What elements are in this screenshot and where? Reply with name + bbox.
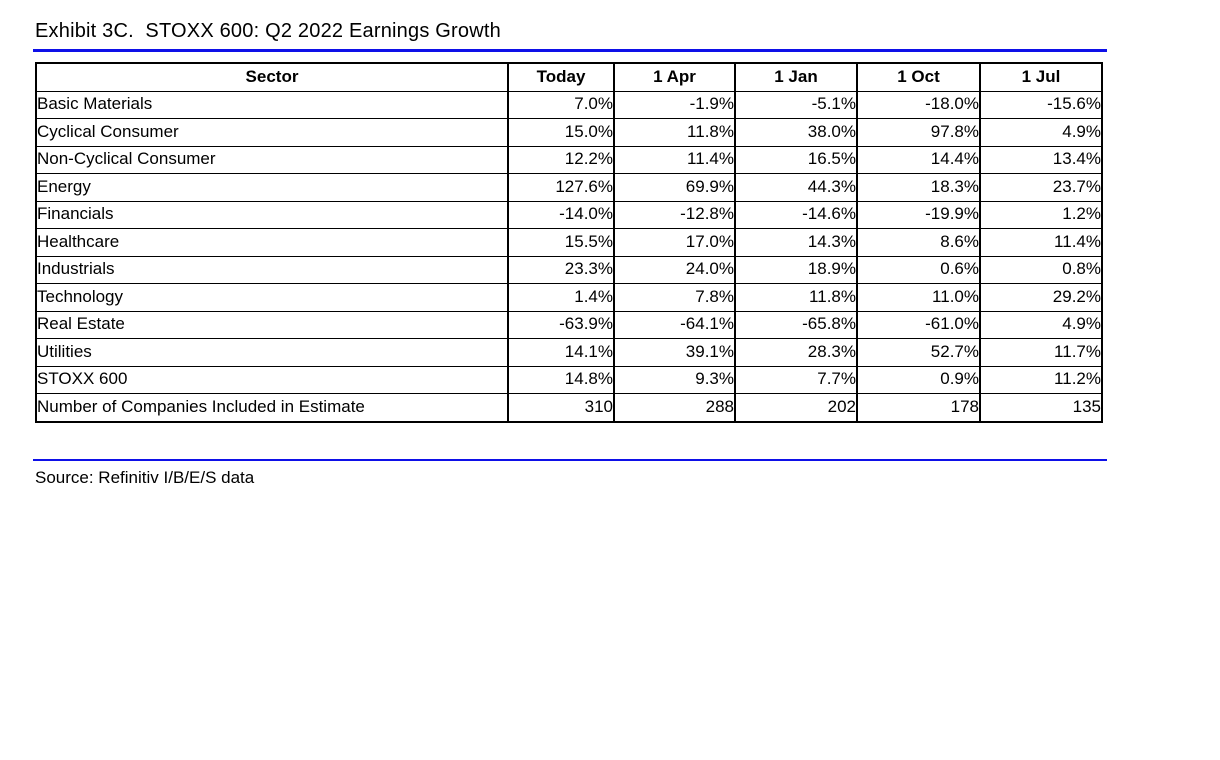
- value-cell: -63.9%: [507, 310, 615, 339]
- table-row: Industrials 23.3% 24.0% 18.9% 0.6% 0.8%: [35, 255, 1103, 284]
- value-cell: -64.1%: [613, 310, 736, 339]
- table-row: Basic Materials 7.0% -1.9% -5.1% -18.0% …: [35, 90, 1103, 119]
- value-cell: 1.2%: [979, 200, 1103, 229]
- value-cell: -61.0%: [856, 310, 981, 339]
- header-row: Sector Today 1 Apr 1 Jan 1 Oct 1 Jul: [35, 62, 1103, 92]
- sector-cell: Non-Cyclical Consumer: [35, 145, 509, 174]
- value-cell: 69.9%: [613, 173, 736, 202]
- value-cell: 11.2%: [979, 365, 1103, 394]
- value-cell: 16.5%: [734, 145, 858, 174]
- value-cell: 23.3%: [507, 255, 615, 284]
- value-cell: 127.6%: [507, 173, 615, 202]
- value-cell: 38.0%: [734, 118, 858, 147]
- column-header-1jul: 1 Jul: [979, 62, 1103, 92]
- value-cell: 0.8%: [979, 255, 1103, 284]
- source-note: Source: Refinitiv I/B/E/S data: [35, 468, 255, 487]
- value-cell: 14.8%: [507, 365, 615, 394]
- title-rule: [33, 49, 1107, 52]
- value-cell: -12.8%: [613, 200, 736, 229]
- value-cell: 52.7%: [856, 338, 981, 367]
- sector-cell: Number of Companies Included in Estimate: [35, 393, 509, 422]
- value-cell: -14.0%: [507, 200, 615, 229]
- value-cell: 13.4%: [979, 145, 1103, 174]
- value-cell: 14.1%: [507, 338, 615, 367]
- value-cell: 18.9%: [734, 255, 858, 284]
- sector-cell: Financials: [35, 200, 509, 229]
- column-header-1apr: 1 Apr: [613, 62, 736, 92]
- value-cell: 44.3%: [734, 173, 858, 202]
- value-cell: 11.7%: [979, 338, 1103, 367]
- table-bottom-rule: [33, 459, 1107, 461]
- value-cell: 0.6%: [856, 255, 981, 284]
- value-cell: -14.6%: [734, 200, 858, 229]
- value-cell: 11.0%: [856, 283, 981, 312]
- value-cell: 8.6%: [856, 228, 981, 257]
- value-cell: -19.9%: [856, 200, 981, 229]
- table-row: Utilities 14.1% 39.1% 28.3% 52.7% 11.7%: [35, 338, 1103, 367]
- value-cell: 15.0%: [507, 118, 615, 147]
- value-cell: 24.0%: [613, 255, 736, 284]
- exhibit-title: Exhibit 3C. STOXX 600: Q2 2022 Earnings …: [35, 20, 501, 42]
- value-cell: 28.3%: [734, 338, 858, 367]
- value-cell: -5.1%: [734, 90, 858, 119]
- value-cell: 14.4%: [856, 145, 981, 174]
- table-row: Cyclical Consumer 15.0% 11.8% 38.0% 97.8…: [35, 118, 1103, 147]
- earnings-table: Sector Today 1 Apr 1 Jan 1 Oct 1 Jul Bas…: [35, 62, 1103, 423]
- value-cell: 0.9%: [856, 365, 981, 394]
- value-cell: 15.5%: [507, 228, 615, 257]
- value-cell: 11.8%: [613, 118, 736, 147]
- value-cell: 288: [613, 393, 736, 422]
- sector-cell: Utilities: [35, 338, 509, 367]
- sector-cell: Healthcare: [35, 228, 509, 257]
- value-cell: 11.4%: [979, 228, 1103, 257]
- table-row: Non-Cyclical Consumer 12.2% 11.4% 16.5% …: [35, 145, 1103, 174]
- value-cell: 29.2%: [979, 283, 1103, 312]
- value-cell: 97.8%: [856, 118, 981, 147]
- table-row: Financials -14.0% -12.8% -14.6% -19.9% 1…: [35, 200, 1103, 229]
- table-row: Energy 127.6% 69.9% 44.3% 18.3% 23.7%: [35, 173, 1103, 202]
- column-header-today: Today: [507, 62, 615, 92]
- value-cell: 11.8%: [734, 283, 858, 312]
- sector-cell: Real Estate: [35, 310, 509, 339]
- value-cell: -15.6%: [979, 90, 1103, 119]
- value-cell: 7.0%: [507, 90, 615, 119]
- value-cell: 202: [734, 393, 858, 422]
- table-row: Real Estate -63.9% -64.1% -65.8% -61.0% …: [35, 310, 1103, 339]
- value-cell: -18.0%: [856, 90, 981, 119]
- value-cell: 135: [979, 393, 1103, 422]
- value-cell: 7.7%: [734, 365, 858, 394]
- value-cell: 23.7%: [979, 173, 1103, 202]
- value-cell: -1.9%: [613, 90, 736, 119]
- value-cell: 14.3%: [734, 228, 858, 257]
- column-header-1jan: 1 Jan: [734, 62, 858, 92]
- value-cell: 12.2%: [507, 145, 615, 174]
- sector-cell: Energy: [35, 173, 509, 202]
- value-cell: 18.3%: [856, 173, 981, 202]
- value-cell: 17.0%: [613, 228, 736, 257]
- value-cell: 178: [856, 393, 981, 422]
- column-header-1oct: 1 Oct: [856, 62, 981, 92]
- value-cell: 11.4%: [613, 145, 736, 174]
- sector-cell: Basic Materials: [35, 90, 509, 119]
- value-cell: 310: [507, 393, 615, 422]
- table-row: Healthcare 15.5% 17.0% 14.3% 8.6% 11.4%: [35, 228, 1103, 257]
- table-row: Number of Companies Included in Estimate…: [35, 393, 1103, 422]
- value-cell: 39.1%: [613, 338, 736, 367]
- value-cell: 4.9%: [979, 310, 1103, 339]
- table-row: Technology 1.4% 7.8% 11.8% 11.0% 29.2%: [35, 283, 1103, 312]
- sector-cell: Technology: [35, 283, 509, 312]
- column-header-sector: Sector: [35, 62, 509, 92]
- value-cell: -65.8%: [734, 310, 858, 339]
- table-row: STOXX 600 14.8% 9.3% 7.7% 0.9% 11.2%: [35, 365, 1103, 394]
- value-cell: 1.4%: [507, 283, 615, 312]
- sector-cell: Cyclical Consumer: [35, 118, 509, 147]
- sector-cell: STOXX 600: [35, 365, 509, 394]
- sector-cell: Industrials: [35, 255, 509, 284]
- value-cell: 7.8%: [613, 283, 736, 312]
- value-cell: 4.9%: [979, 118, 1103, 147]
- value-cell: 9.3%: [613, 365, 736, 394]
